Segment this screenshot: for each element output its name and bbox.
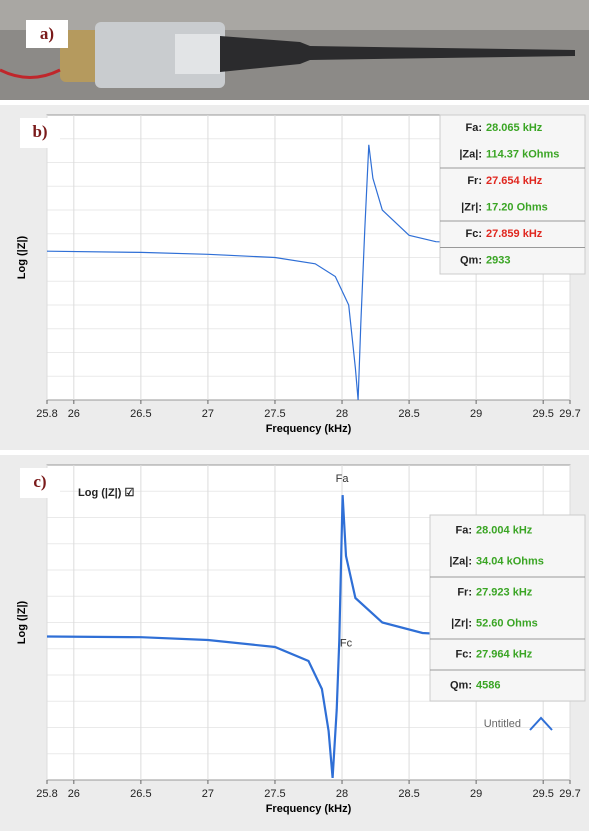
legend-icon: [529, 716, 553, 731]
panel-label-box: [20, 468, 60, 498]
readout-value: 4586: [476, 679, 500, 691]
photo-flat: [175, 34, 220, 74]
impedance-curve: [46, 144, 571, 401]
readout-box: Fa: 28.004 kHz |Za|: 34.04 kOhms Fr: 27.923 k…: [429, 514, 586, 702]
x-tick-label: 29: [470, 408, 482, 420]
readout-background: [439, 114, 586, 275]
readout-label: |Zr|:: [451, 617, 472, 629]
readout-value: 27.654 kHz: [486, 175, 543, 187]
readout-value: 28.004 kHz: [476, 524, 533, 536]
readout-value: 52.60 Ohms: [476, 617, 538, 629]
readout-value: 27.964 kHz: [476, 648, 533, 660]
photo-light: [0, 0, 589, 30]
photo-wire: [0, 68, 61, 79]
x-tick-label: 27: [202, 788, 214, 800]
readout-value: 28.065 kHz: [486, 122, 543, 134]
panel-label-box: [20, 118, 60, 148]
x-tick-label: 29.7: [559, 788, 580, 800]
x-tick-label: 28.5: [398, 408, 419, 420]
panel-label: a): [40, 24, 54, 43]
x-tick-label: 26.5: [130, 408, 151, 420]
checkbox-label: Log (|Z|) ☑: [78, 487, 134, 499]
readout-value: 114.37 kOhms: [486, 149, 559, 161]
x-tick-label: 27.5: [264, 408, 285, 420]
x-tick-label: 25.8: [36, 408, 57, 420]
x-tick-label: 26: [68, 408, 80, 420]
x-tick-label: 28.5: [398, 788, 419, 800]
readout-label: Fr:: [467, 175, 482, 187]
readout-value: 2933: [486, 255, 510, 267]
x-tick-label: 29: [470, 788, 482, 800]
readout-value: 27.923 kHz: [476, 586, 533, 598]
y-axis-title: Log (|Z|): [16, 600, 28, 644]
photo: a): [0, 0, 589, 100]
readout-box: Fa: 28.065 kHz |Za|: 114.37 kOhms Fr: 27.654 …: [439, 114, 586, 275]
readout-label: Fc:: [466, 228, 483, 240]
x-axis-title: Frequency (kHz): [266, 423, 352, 435]
x-tick-label: 29.5: [532, 408, 553, 420]
annotation: Fc: [340, 637, 353, 649]
x-tick-label: 29.5: [532, 788, 553, 800]
x-tick-label: 28: [336, 788, 348, 800]
readout-value: 17.20 Ohms: [486, 202, 548, 214]
panel-label-box: [26, 20, 68, 48]
readout-label: Fr:: [457, 586, 472, 598]
x-tick-label: 28: [336, 408, 348, 420]
y-axis-title: Log (|Z|): [16, 235, 28, 279]
readout-label: |Za|:: [459, 149, 482, 161]
impedance-curve: [46, 495, 571, 778]
readout-label: Fa:: [456, 524, 473, 536]
annotation: Fa: [336, 473, 350, 485]
legend-label: Untitled: [484, 718, 521, 730]
readout-label: |Zr|:: [461, 202, 482, 214]
readout-label: Qm:: [450, 679, 472, 691]
x-tick-label: 27: [202, 408, 214, 420]
panel-label: b): [32, 122, 47, 141]
x-tick-label: 29.7: [559, 408, 580, 420]
readout-background: [429, 514, 586, 702]
photo-rod: [220, 36, 575, 72]
x-tick-label: 26: [68, 788, 80, 800]
panel-label: c): [33, 472, 46, 491]
x-tick-label: 26.5: [130, 788, 151, 800]
readout-value: 34.04 kOhms: [476, 555, 544, 567]
readout-value: 27.859 kHz: [486, 228, 543, 240]
readout-label: Fa:: [466, 122, 483, 134]
x-tick-label: 27.5: [264, 788, 285, 800]
readout-label: |Za|:: [449, 555, 472, 567]
x-axis-title: Frequency (kHz): [266, 803, 352, 815]
readout-label: Fc:: [456, 648, 473, 660]
photo-ring: [60, 30, 100, 82]
readout-label: Qm:: [460, 255, 482, 267]
x-tick-label: 25.8: [36, 788, 57, 800]
